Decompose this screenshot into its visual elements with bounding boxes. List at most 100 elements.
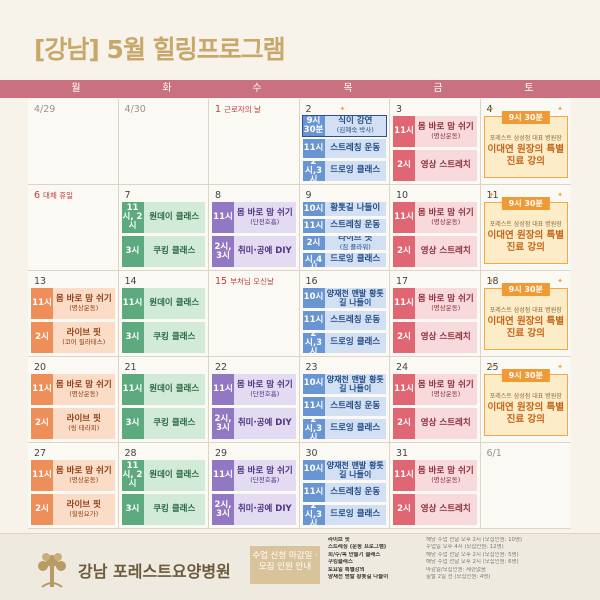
program-item[interactable]: 11시 스트레칭 운동: [302, 219, 386, 233]
program-item[interactable]: 11시 몸 바로 맘 쉬기 (명상운동): [31, 460, 115, 491]
program-item[interactable]: 2시 라이브 핏 (짐 플라워): [302, 236, 386, 250]
program-name: 몸 바로 맘 쉬기: [236, 379, 293, 390]
program-item[interactable]: 2시 라이브 핏 (힐링요가): [31, 494, 115, 525]
program-item[interactable]: 11시 몸 바로 맘 쉬기 (명상운동): [31, 374, 115, 405]
program-item[interactable]: 11시 스트레칭 운동: [302, 396, 386, 417]
calendar-day: 10 11시 몸 바로 맘 쉬기 (명상운동) 2시 영상 스트레치: [390, 185, 481, 271]
program-time: 11시: [31, 288, 53, 319]
program-item[interactable]: 10시 양재천 맨발 황톳길 나들이: [302, 374, 386, 394]
special-lecture-card[interactable]: 9시 30분 포레스트 삼성점 대표 병원장 이대연 원장의 특별진료 강의: [483, 283, 568, 350]
weekday-sat: 토: [524, 83, 534, 94]
calendar-day: 15 부처님 오신날: [209, 271, 300, 357]
program-item[interactable]: 11시 몸 바로 맘 쉬기 (명상운동): [393, 202, 477, 233]
program-time: 10시: [302, 460, 325, 480]
program-item[interactable]: 2시 라이브 핏 (코어 필라테스): [31, 322, 115, 353]
program-item[interactable]: 11시 몸 바로 맘 쉬기 (단전호흡): [212, 202, 296, 233]
program-item[interactable]: 11시 스트레칭 운동: [302, 482, 386, 503]
special-lecture-card[interactable]: 9시 30분 포레스트 삼성점 대표 병원장 이대연 원장의 특별진료 강의: [483, 197, 568, 264]
program-item[interactable]: 2시 영상 스트레치: [393, 150, 477, 181]
program-item[interactable]: 11시 몸 바로 맘 쉬기 (명상운동): [31, 288, 115, 319]
program-subtitle: (짐 플라워): [339, 243, 371, 250]
program-item[interactable]: 11시 원데이 클래스: [121, 374, 205, 405]
calendar-day: 22 11시 몸 바로 맘 쉬기 (단전호흡) 2시, 3시 취미·공예 DIY: [209, 357, 300, 443]
program-name: 영상 스트레치: [420, 331, 471, 342]
program-item[interactable]: 11시 스트레칭 운동: [302, 138, 386, 159]
program-name: 몸 바로 맘 쉬기: [55, 465, 112, 476]
program-item[interactable]: 11시 몸 바로 맘 쉬기 (단전호흡): [212, 460, 296, 491]
program-item[interactable]: 2시 영상 스트레치: [393, 408, 477, 439]
program-name: 라이브 핏: [66, 413, 101, 424]
calendar-day: 4 9시 30분 포레스트 삼성점 대표 병원장 이대연 원장의 특별진료 강의 ✦ ✦: [480, 99, 571, 185]
calendar-day: 28 11시, 2시 원데이 클래스 3시 쿠킹 클래스: [118, 443, 209, 529]
program-item[interactable]: 10시 황톳길 나들이: [302, 202, 386, 216]
program-item[interactable]: 11시 원데이 클래스: [121, 288, 205, 319]
program-info: 원데이 클래스: [143, 202, 205, 233]
program-item[interactable]: 11시 몸 바로 맘 쉬기 (명상운동): [393, 374, 477, 405]
program-item[interactable]: 11시 몸 바로 맘 쉬기 (명상운동): [393, 460, 477, 491]
program-item[interactable]: 2시,3시 드로잉 클래스: [302, 505, 386, 525]
lecture-time: 9시 30분: [501, 283, 550, 296]
notice-list: 라이브 핏 해당 수업 전날 오후 2시 (모집인원: 10명) 스트레칭 (운동 …: [328, 537, 590, 581]
program-item[interactable]: 2시 영상 스트레치: [393, 236, 477, 267]
program-time: 10시: [302, 202, 325, 216]
program-time: 11시: [31, 374, 53, 405]
day-number: 18: [486, 276, 499, 287]
program-item[interactable]: 2시, 3시 취미·공예 DIY: [212, 494, 296, 525]
calendar-day: 6 대체 휴일: [28, 185, 119, 271]
sparkle-icon: ✦: [488, 363, 495, 371]
calendar-day: 4/29: [28, 99, 119, 185]
day-number: 20: [34, 362, 47, 373]
lecture-title: 이대연 원장의 특별진료 강의: [487, 402, 565, 425]
program-time: 11시: [212, 374, 234, 405]
program-item[interactable]: 3시 쿠킹 클래스: [121, 408, 205, 439]
sparkle-icon: ✦: [339, 105, 346, 113]
program-time: 3시: [121, 236, 144, 267]
program-item[interactable]: 10시 양재천 맨발 황톳길 나들이: [302, 288, 386, 308]
program-item[interactable]: 2시 영상 스트레치: [393, 322, 477, 353]
program-item[interactable]: 3시 쿠킹 클래스: [121, 322, 205, 353]
program-item[interactable]: 2시 라이브 핏 (링 테라피): [31, 408, 115, 439]
program-item[interactable]: 2시, 3시 취미·공예 DIY: [212, 236, 296, 267]
calendar-day: 25 9시 30분 포레스트 삼성점 대표 병원장 이대연 원장의 특별진료 강의 ✦ ✦: [480, 357, 571, 443]
lecture-time: 9시 30분: [501, 111, 550, 124]
program-item[interactable]: 11시, 2시 원데이 클래스: [121, 202, 205, 233]
program-item[interactable]: 3시 쿠킹 클래스: [121, 236, 205, 267]
program-item[interactable]: 3시,4시 드로잉 클래스: [302, 253, 386, 267]
program-item[interactable]: 9시 30분 식이 강연 (김혜숙 박사): [301, 115, 387, 137]
program-item[interactable]: 11시 스트레칭 운동: [302, 310, 386, 331]
program-subtitle: (힐링요가): [69, 509, 99, 518]
program-item[interactable]: 11시 몸 바로 맘 쉬기 (명상운동): [393, 288, 477, 319]
program-name: 원데이 클래스: [149, 469, 200, 480]
notice-value-text: 해당 수업 전날 오후 2시 (모집인원: 6명): [426, 559, 519, 566]
weekday-header: 월 화 수 목 금 토: [0, 80, 600, 98]
program-name: 영상 스트레치: [420, 245, 471, 256]
program-time: 10시: [302, 374, 325, 394]
program-item[interactable]: 10시 양재천 맨발 황톳길 나들이: [302, 460, 386, 480]
program-item[interactable]: 2시 영상 스트레치: [393, 494, 477, 525]
sparkle-icon: ✦: [557, 363, 563, 371]
program-info: 황톳길 나들이: [324, 202, 386, 216]
program-item[interactable]: 11시 몸 바로 맘 쉬기 (명상운동): [393, 116, 477, 147]
program-info: 몸 바로 맘 쉬기 (명상운동): [415, 374, 477, 405]
program-info: 영상 스트레치: [415, 150, 477, 181]
program-item[interactable]: 11시 몸 바로 맘 쉬기 (단전호흡): [212, 374, 296, 405]
program-item[interactable]: 11시, 2시 원데이 클래스: [121, 460, 205, 491]
special-lecture-card[interactable]: 9시 30분 포레스트 삼성점 대표 병원장 이대연 원장의 특별진료 강의: [483, 369, 568, 436]
program-info: 스트레칭 운동: [324, 396, 386, 417]
weekday-mon: 월: [71, 83, 81, 94]
program-item[interactable]: 3시 쿠킹 클래스: [121, 494, 205, 525]
calendar-day: 6/1: [480, 443, 571, 529]
program-item[interactable]: 2시,3시 드로잉 클래스: [302, 161, 386, 181]
special-lecture-card[interactable]: 9시 30분 포레스트 삼성점 대표 병원장 이대연 원장의 특별진료 강의: [483, 111, 568, 178]
calendar-day: 14 11시 원데이 클래스 3시 쿠킹 클래스: [118, 271, 209, 357]
program-name: 취미·공예 DIY: [237, 503, 292, 514]
day-number: 31: [396, 448, 409, 459]
notice-value-text: 수업일 오후 4시 (모집인원: 12명): [426, 544, 504, 551]
program-item[interactable]: 2시,3시 드로잉 클래스: [302, 419, 386, 439]
program-name: 쿠킹 클래스: [153, 331, 196, 342]
program-item[interactable]: 2시,3시 드로잉 클래스: [302, 333, 386, 353]
day-number: 30: [305, 448, 318, 459]
calendar-day: 3 11시 몸 바로 맘 쉬기 (명상운동) 2시 영상 스트레치: [390, 99, 481, 185]
program-item[interactable]: 2시, 3시 취미·공예 DIY: [212, 408, 296, 439]
